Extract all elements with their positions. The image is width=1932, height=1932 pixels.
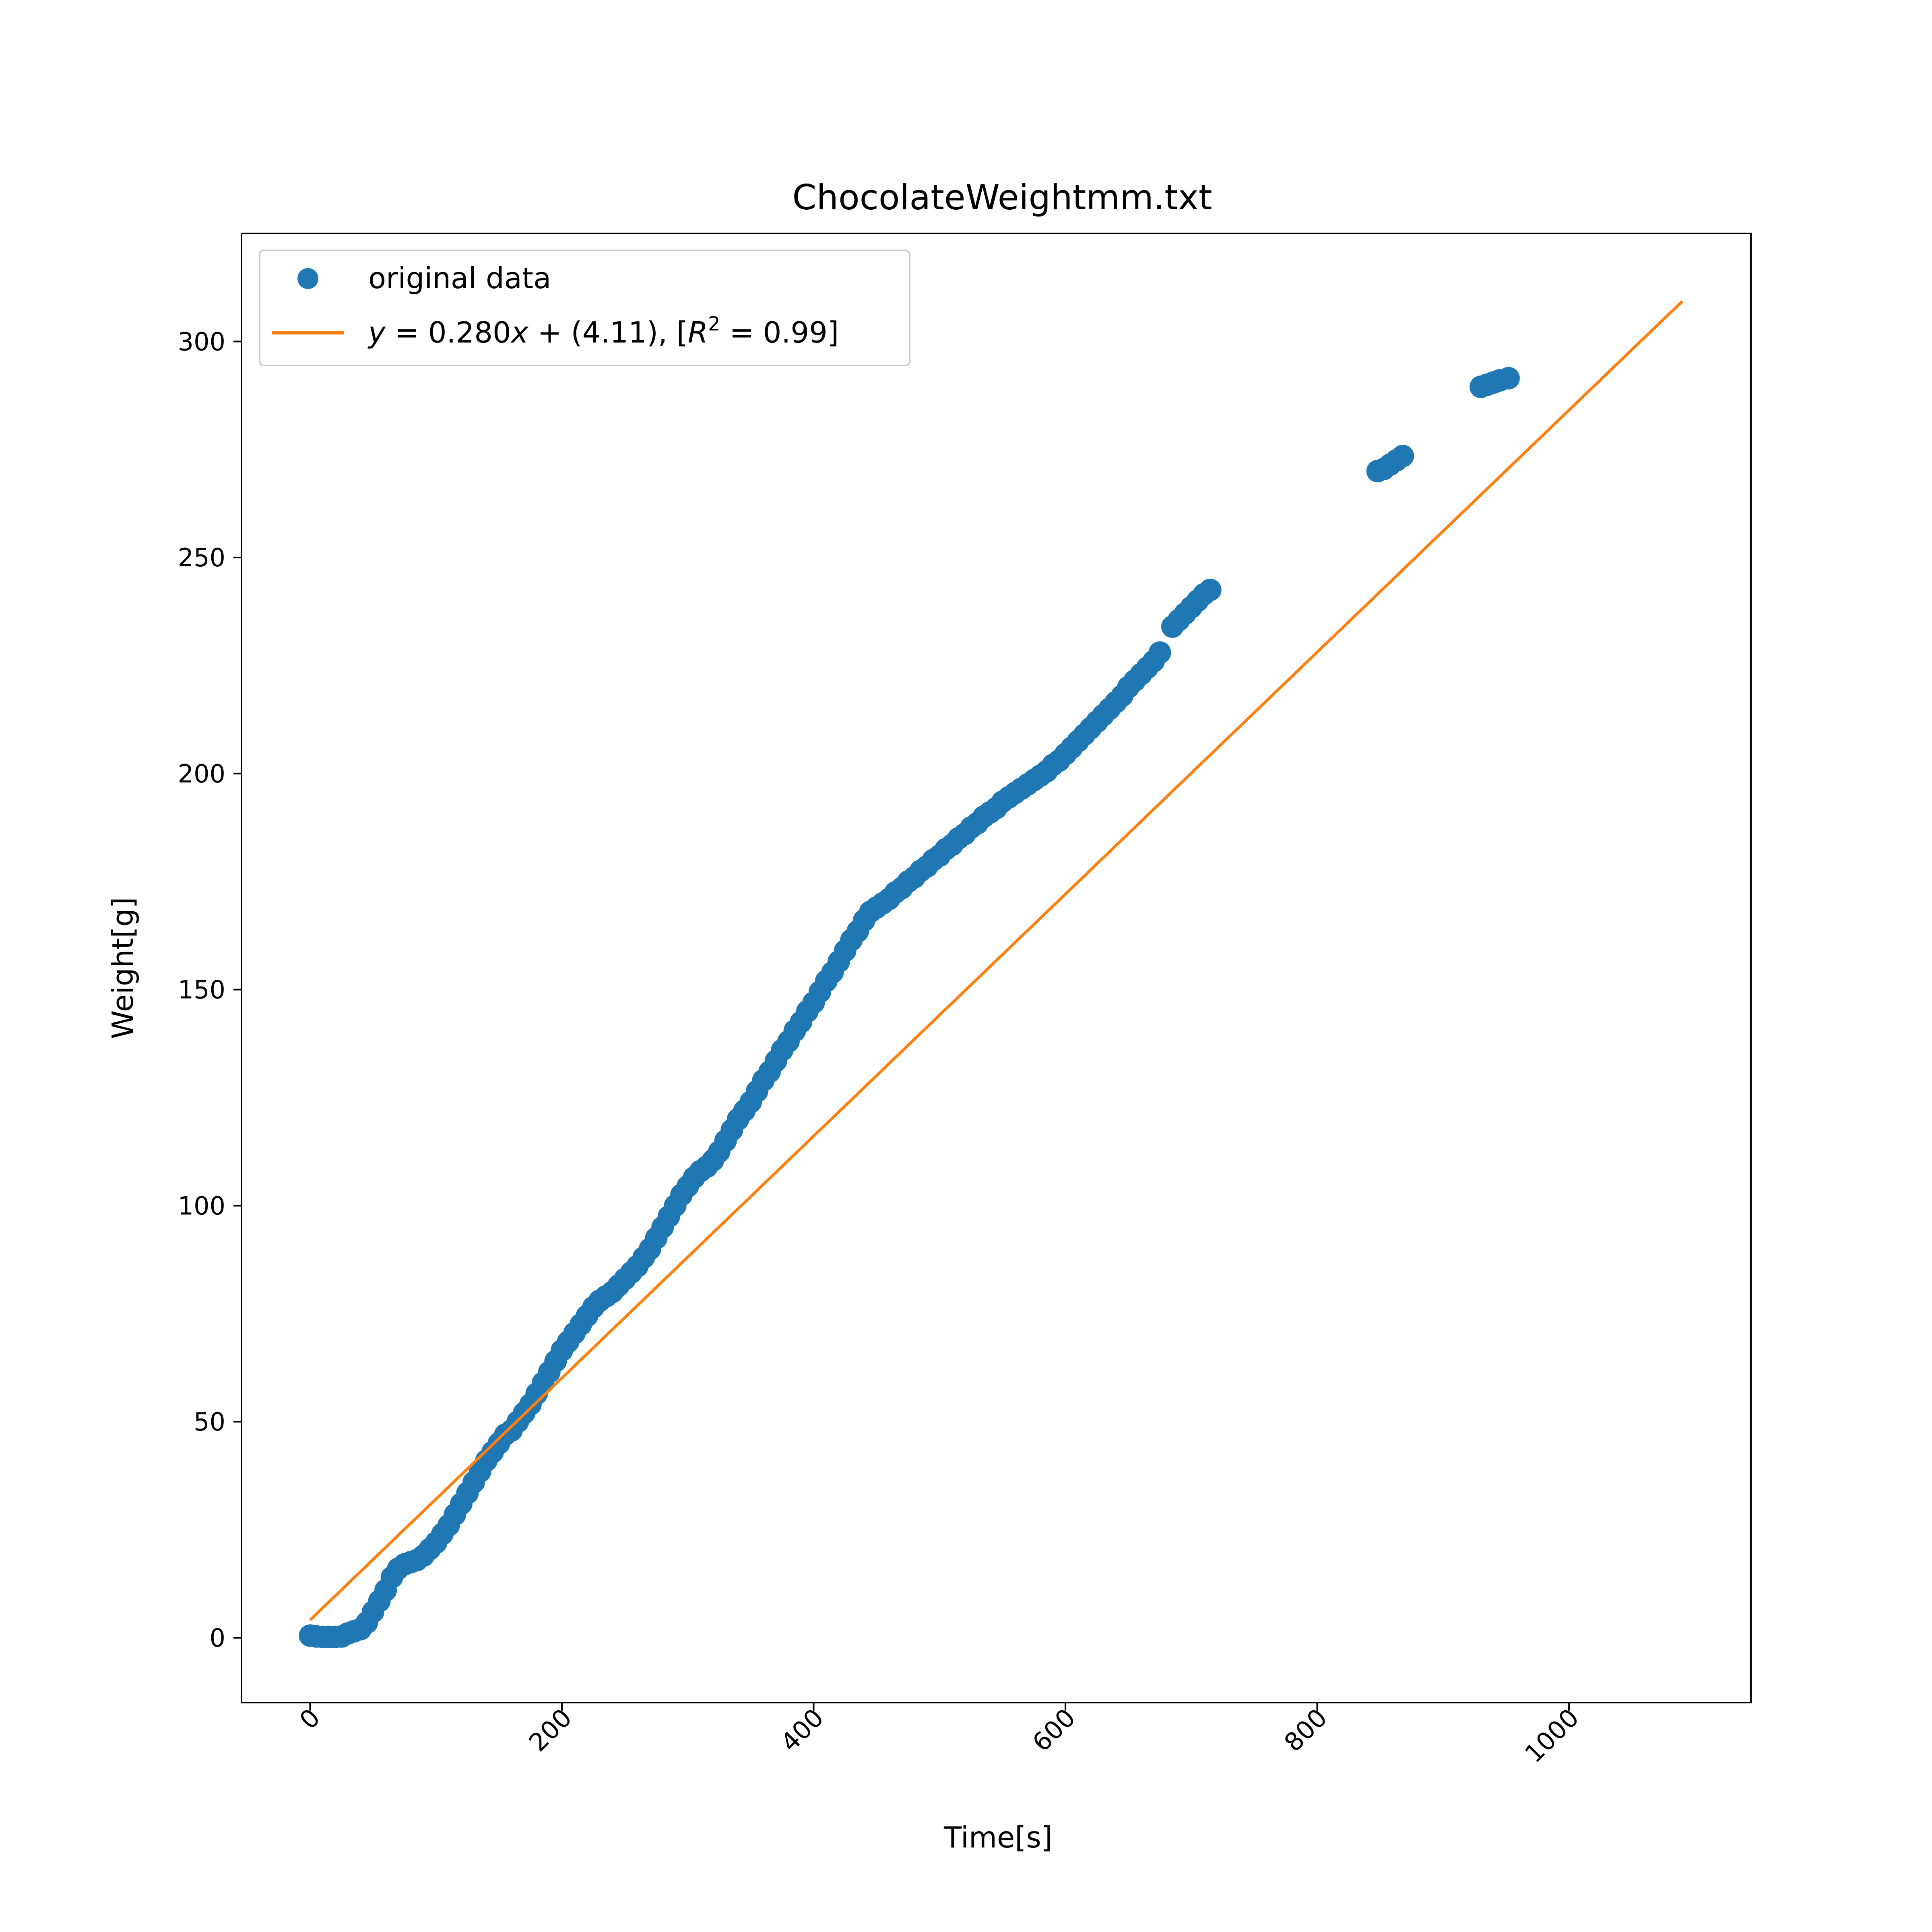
legend-box (259, 250, 910, 366)
y-tick-label: 300 (178, 327, 225, 356)
y-tick-label: 50 (194, 1407, 225, 1437)
data-point (1391, 444, 1414, 467)
data-point (1148, 641, 1171, 664)
legend-label-original-data: original data (368, 261, 551, 295)
data-layer (299, 300, 1683, 1648)
y-axis-label: Weight[g] (106, 897, 140, 1039)
data-point (1497, 367, 1520, 390)
y-tick-label: 150 (178, 975, 225, 1005)
legend-label-fit-line: y = 0.280x + (4.11), [R2 = 0.99] (367, 313, 839, 349)
legend: original data y = 0.280x + (4.11), [R2 =… (259, 250, 910, 366)
fit-line (309, 300, 1683, 1621)
y-tick-label: 100 (178, 1191, 225, 1220)
y-tick-label: 0 (210, 1623, 225, 1653)
y-tick-label: 250 (178, 543, 225, 572)
plot-area (241, 233, 1752, 1703)
y-axis-ticks: 0 50 100 150 200 250 300 (178, 327, 242, 1653)
data-point (1199, 578, 1222, 601)
axes-frame (241, 233, 1752, 1703)
chart-title: ChocolateWeightmm.txt (792, 178, 1212, 218)
x-axis-label: Time[s] (943, 1821, 1053, 1854)
legend-marker-original-data (297, 268, 318, 289)
y-tick-label: 200 (178, 759, 225, 788)
